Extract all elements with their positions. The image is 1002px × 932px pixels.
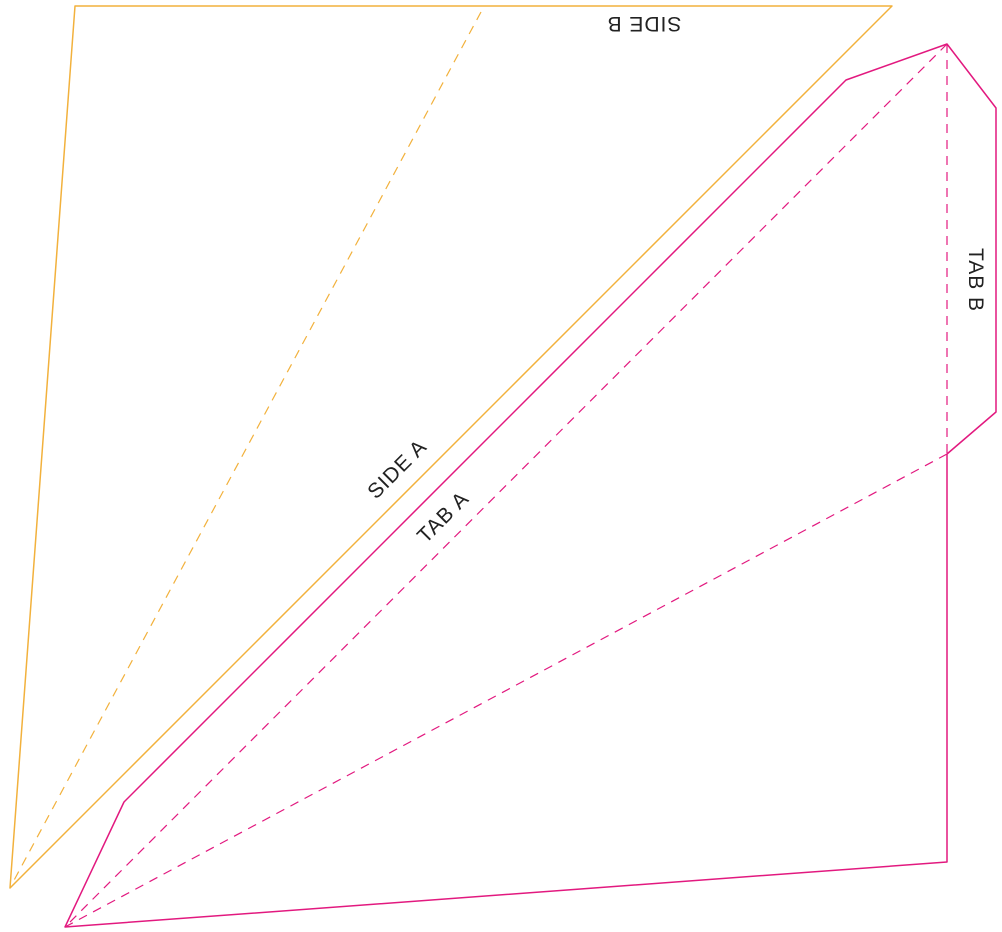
- side-a-label: SIDE A: [363, 435, 431, 503]
- tab-piece-outline: [64, 43, 997, 928]
- tab-b-label: TAB B: [964, 248, 987, 312]
- side-piece: [9, 5, 893, 889]
- side-b-label: SIDE B: [607, 12, 682, 35]
- tab-a-label: TAB A: [413, 487, 474, 548]
- side-piece-fold-line: [11, 11, 482, 885]
- tab-piece: [64, 43, 997, 928]
- tab-piece-fold-line-c: [64, 453, 948, 928]
- side-piece-outline: [9, 5, 893, 889]
- tab-piece-fold-line-a: [64, 43, 948, 928]
